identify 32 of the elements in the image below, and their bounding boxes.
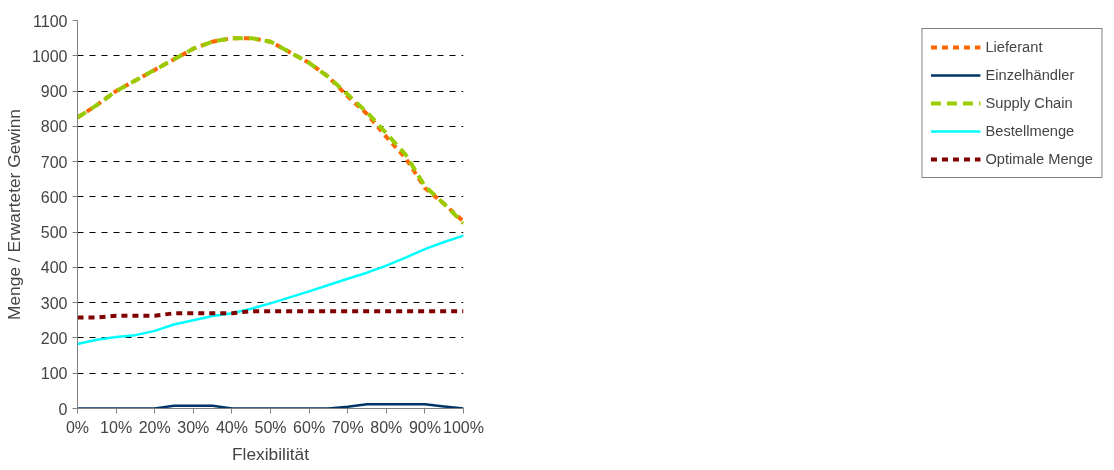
y-tick-label: 300 (40, 294, 68, 312)
y-tick-label: 800 (40, 118, 68, 136)
line-series (77, 309, 464, 320)
x-tick-label: 50% (254, 418, 287, 436)
legend-label: Supply Chain (985, 95, 1073, 111)
x-tick-label: 60% (293, 418, 326, 436)
x-tick-label: 100% (443, 418, 484, 436)
x-tick-label: 70% (331, 418, 364, 436)
y-tick-label: 1000 (31, 47, 68, 65)
legend-label: Lieferant (985, 39, 1043, 55)
x-tick-label: 0% (65, 418, 90, 436)
y-tick-label: 900 (40, 83, 68, 101)
line-series (77, 234, 464, 346)
x-tick-label: 40% (215, 418, 248, 436)
x-tick-label: 10% (100, 418, 133, 436)
y-axis-title: Menge / Erwarteter Gewinn (3, 109, 24, 320)
y-tick-label: 500 (40, 224, 68, 242)
y-tick-label: 400 (40, 259, 68, 277)
legend-label: Einzelhändler (985, 67, 1075, 83)
y-tick-label: 200 (40, 329, 68, 347)
y-tick-label: 1100 (33, 12, 68, 30)
x-tick-label: 90% (408, 418, 441, 436)
x-tick-label: 80% (370, 418, 403, 436)
y-tick-label: 600 (40, 188, 68, 206)
x-axis-title: Flexibilität (231, 443, 310, 464)
legend-label: Bestellmenge (985, 123, 1075, 139)
legend-label: Optimale Menge (985, 151, 1093, 167)
y-tick-label: 700 (40, 153, 68, 171)
y-tick-label: 0 (58, 400, 68, 418)
x-tick-label: 20% (138, 418, 171, 436)
y-tick-label: 100 (40, 365, 68, 383)
x-tick-label: 30% (177, 418, 210, 436)
